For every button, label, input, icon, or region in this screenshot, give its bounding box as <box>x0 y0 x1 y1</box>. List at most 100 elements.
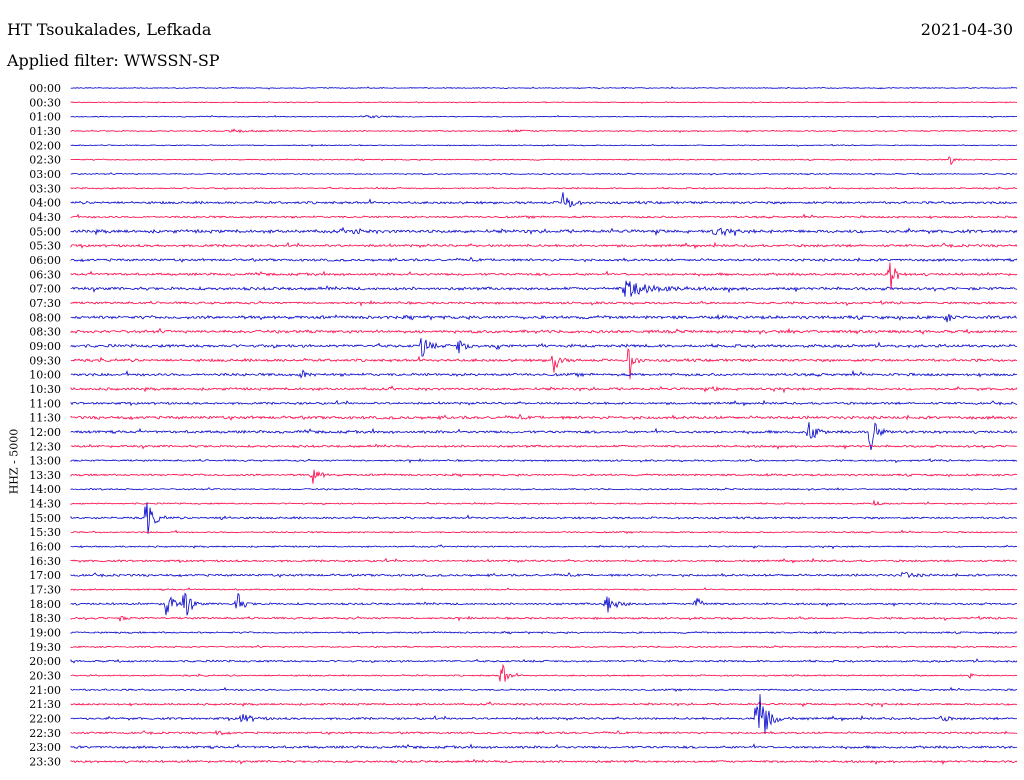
time-tick-label: 06:30 <box>29 268 61 281</box>
time-tick-label: 05:00 <box>29 225 61 238</box>
trace-line <box>70 399 1018 407</box>
trace-line <box>70 327 1018 336</box>
trace-line <box>70 413 1018 421</box>
trace-line <box>70 587 1018 592</box>
time-tick-label: 11:00 <box>29 397 61 410</box>
trace-line <box>70 128 1018 134</box>
trace-line <box>70 422 1018 450</box>
trace-line <box>70 313 1018 323</box>
time-tick-label: 16:00 <box>29 541 61 554</box>
time-tick-label: 13:00 <box>29 455 61 468</box>
trace-line <box>70 385 1018 394</box>
trace-line <box>70 299 1018 307</box>
time-tick-label: 07:30 <box>29 297 61 310</box>
time-tick-label: 02:00 <box>29 139 61 152</box>
time-tick-label: 15:00 <box>29 512 61 525</box>
trace-line <box>70 348 1018 380</box>
trace-line <box>70 592 1018 616</box>
trace-line <box>70 114 1018 119</box>
trace-line <box>70 686 1018 693</box>
time-tick-label: 14:30 <box>29 498 61 511</box>
trace-line <box>70 663 1018 682</box>
trace-line <box>70 544 1018 550</box>
time-tick-label: 18:00 <box>29 598 61 611</box>
time-tick-label: 22:00 <box>29 713 61 726</box>
trace-line <box>70 499 1018 507</box>
time-tick-label: 17:30 <box>29 584 61 597</box>
time-tick-label: 20:30 <box>29 670 61 683</box>
trace-line <box>70 156 1018 166</box>
time-tick-label: 23:00 <box>29 741 61 754</box>
time-tick-label: 04:30 <box>29 211 61 224</box>
time-tick-label: 03:00 <box>29 168 61 181</box>
time-tick-label: 06:00 <box>29 254 61 267</box>
time-tick-label: 23:30 <box>29 756 61 769</box>
trace-line <box>70 213 1018 220</box>
trace-line <box>70 458 1018 464</box>
time-tick-label: 12:00 <box>29 426 61 439</box>
trace-line <box>70 502 1018 534</box>
trace-line <box>70 694 1018 734</box>
time-tick-label: 15:30 <box>29 526 61 539</box>
time-tick-label: 09:00 <box>29 340 61 353</box>
trace-line <box>70 369 1018 379</box>
time-tick-label: 00:30 <box>29 96 61 109</box>
time-tick-label: 13:30 <box>29 469 61 482</box>
trace-line <box>70 729 1018 736</box>
trace-line <box>70 172 1018 176</box>
time-tick-label: 21:30 <box>29 698 61 711</box>
trace-line <box>70 571 1018 579</box>
time-tick-label: 10:00 <box>29 369 61 382</box>
time-tick-label: 18:30 <box>29 612 61 625</box>
time-tick-label: 07:00 <box>29 283 61 296</box>
trace-line <box>70 487 1018 492</box>
date-label: 2021-04-30 <box>920 20 1013 39</box>
time-tick-label: 08:00 <box>29 311 61 324</box>
time-tick-label: 21:00 <box>29 684 61 697</box>
trace-line <box>70 658 1018 664</box>
time-tick-label: 20:00 <box>29 655 61 668</box>
trace-line <box>70 338 1018 357</box>
time-tick-label: 09:30 <box>29 354 61 367</box>
trace-line <box>70 186 1018 190</box>
station-title: HT Tsoukalades, Lefkada <box>7 20 212 39</box>
trace-line <box>70 615 1018 622</box>
trace-line <box>70 280 1018 297</box>
trace-line <box>70 192 1018 208</box>
trace-line <box>70 86 1018 90</box>
time-tick-label: 14:00 <box>29 483 61 496</box>
time-tick-label: 12:30 <box>29 440 61 453</box>
trace-line <box>70 443 1018 450</box>
time-tick-label: 01:00 <box>29 111 61 124</box>
time-tick-label: 03:30 <box>29 182 61 195</box>
trace-line <box>70 469 1018 484</box>
time-tick-label: 01:30 <box>29 125 61 138</box>
trace-line <box>70 644 1018 649</box>
time-tick-label: 10:30 <box>29 383 61 396</box>
trace-line <box>70 758 1018 766</box>
time-tick-label: 19:30 <box>29 641 61 654</box>
trace-line <box>70 630 1018 635</box>
time-tick-label: 04:00 <box>29 197 61 210</box>
time-tick-label: 00:00 <box>29 82 61 95</box>
trace-line <box>70 262 1018 290</box>
trace-line <box>70 143 1018 148</box>
time-tick-label: 05:30 <box>29 240 61 253</box>
time-tick-label: 08:30 <box>29 326 61 339</box>
time-tick-label: 16:30 <box>29 555 61 568</box>
trace-line <box>70 529 1018 535</box>
trace-line <box>70 241 1018 250</box>
trace-line <box>70 557 1018 564</box>
time-tick-label: 19:00 <box>29 627 61 640</box>
trace-line <box>70 743 1018 750</box>
time-tick-label: 22:30 <box>29 727 61 740</box>
trace-line <box>70 226 1018 237</box>
trace-line <box>70 701 1018 708</box>
time-tick-label: 11:30 <box>29 412 61 425</box>
time-tick-label: 17:00 <box>29 569 61 582</box>
trace-line <box>70 256 1018 263</box>
filter-label: Applied filter: WWSSN-SP <box>7 51 220 70</box>
time-tick-label: 02:30 <box>29 154 61 167</box>
trace-line <box>70 101 1018 104</box>
